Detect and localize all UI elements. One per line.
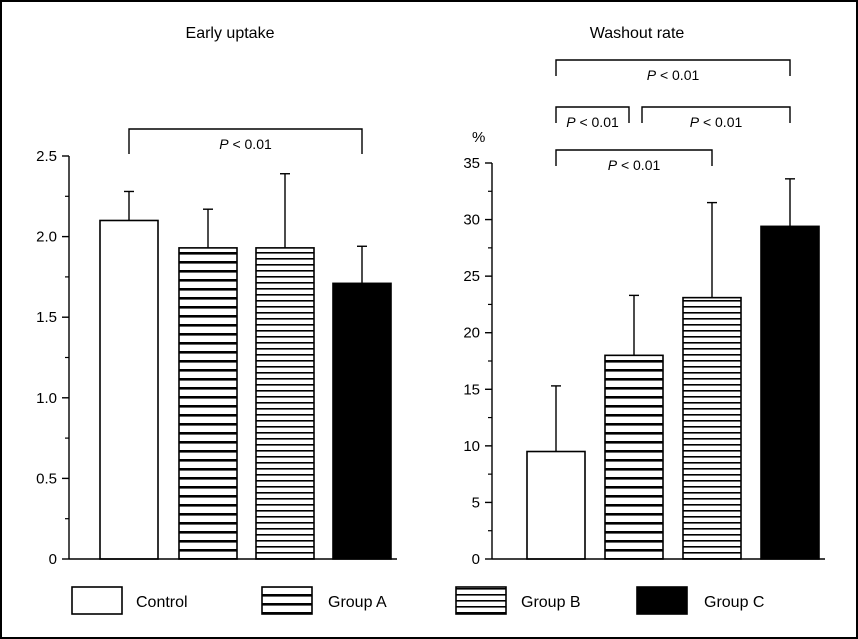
washout-rate-significance-bracket: P < 0.01 xyxy=(555,59,791,83)
early-uptake-p-value-label: P < 0.01 xyxy=(219,136,272,152)
washout-rate-tick-label: 15 xyxy=(463,381,480,398)
washout-rate-y-ticks: 0 5 10 15 20 25 30 35 xyxy=(463,155,492,568)
legend-swatch-control xyxy=(71,586,123,615)
early-uptake-tick-label: 1.0 xyxy=(36,390,57,407)
early-uptake-bar-group-a xyxy=(178,247,238,560)
legend-item-control: Control xyxy=(71,586,188,615)
early-uptake-title: Early uptake xyxy=(186,25,275,42)
washout-rate-significance-bracket: P < 0.01 xyxy=(555,149,713,173)
early-uptake-tick-label: 0 xyxy=(49,551,57,568)
legend-label-group-a: Group A xyxy=(328,594,387,611)
early-uptake-error-bar-group-a xyxy=(203,208,213,248)
early-uptake-tick-label: 1.5 xyxy=(36,309,57,326)
washout-rate-error-bar-group-b xyxy=(707,201,717,298)
early-uptake-bar-control xyxy=(99,219,159,560)
washout-rate-p-value-label: P < 0.01 xyxy=(647,67,700,83)
legend-item-group-a: Group A xyxy=(261,586,387,615)
washout-rate-significance-brackets: P < 0.01 P < 0.01 P < 0.01 P < 0.01 xyxy=(555,59,791,173)
early-uptake-bar-group-b xyxy=(255,247,315,560)
legend-label-group-b: Group B xyxy=(521,594,581,611)
washout-rate-tick-label: 10 xyxy=(463,438,480,455)
early-uptake-bars xyxy=(69,219,397,560)
legend-swatch-group-b xyxy=(455,586,507,615)
washout-rate-tick-label: 35 xyxy=(463,155,480,172)
early-uptake-significance-brackets: P < 0.01 xyxy=(128,128,363,154)
early-uptake-error-bar-group-b xyxy=(280,173,290,248)
washout-rate-title: Washout rate xyxy=(590,25,685,42)
washout-rate-error-bar-group-c xyxy=(785,178,795,227)
legend-label-control: Control xyxy=(136,594,188,611)
early-uptake-error-bar-group-c xyxy=(357,245,367,284)
washout-rate-p-value-label: P < 0.01 xyxy=(566,114,619,130)
early-uptake-tick-label: 0.5 xyxy=(36,470,57,487)
washout-rate-tick-label: 25 xyxy=(463,268,480,285)
washout-rate-bar-group-c xyxy=(760,225,820,560)
legend: Control Group A Group B Group C xyxy=(71,586,764,615)
washout-rate-tick-label: 0 xyxy=(472,551,480,568)
washout-rate-bars xyxy=(492,225,825,560)
washout-rate-significance-bracket: P < 0.01 xyxy=(641,106,791,130)
early-uptake-tick-label: 2.5 xyxy=(36,148,57,165)
washout-rate-error-bar-group-a xyxy=(629,294,639,356)
washout-rate-error-bar-control xyxy=(551,385,561,452)
washout-rate-bar-control xyxy=(526,450,586,560)
washout-rate-bar-group-a xyxy=(604,354,664,560)
legend-item-group-b: Group B xyxy=(455,586,581,615)
early-uptake-significance-bracket: P < 0.01 xyxy=(128,128,363,154)
washout-rate-bar-group-b xyxy=(682,296,742,560)
early-uptake-panel: Early uptake 0 0.5 1.0 1.5 2.0 2.5 P < 0.01 xyxy=(36,25,397,568)
early-uptake-error-bar-control xyxy=(124,190,134,221)
early-uptake-y-ticks: 0 0.5 1.0 1.5 2.0 2.5 xyxy=(36,148,69,568)
washout-rate-tick-label: 20 xyxy=(463,325,480,342)
washout-rate-tick-label: 5 xyxy=(472,494,480,511)
early-uptake-tick-label: 2.0 xyxy=(36,229,57,246)
washout-rate-error-bars xyxy=(551,178,795,452)
legend-label-group-c: Group C xyxy=(704,594,764,611)
legend-swatch-group-a xyxy=(261,586,313,615)
washout-rate-p-value-label: P < 0.01 xyxy=(608,157,661,173)
washout-rate-p-value-label: P < 0.01 xyxy=(690,114,743,130)
legend-swatch-group-c xyxy=(636,586,688,615)
washout-rate-significance-bracket: P < 0.01 xyxy=(555,106,630,130)
early-uptake-error-bars xyxy=(124,173,367,284)
legend-item-group-c: Group C xyxy=(636,586,764,615)
washout-rate-tick-label: 30 xyxy=(463,212,480,229)
washout-rate-y-unit: % xyxy=(472,129,485,146)
early-uptake-bar-group-c xyxy=(332,282,392,560)
